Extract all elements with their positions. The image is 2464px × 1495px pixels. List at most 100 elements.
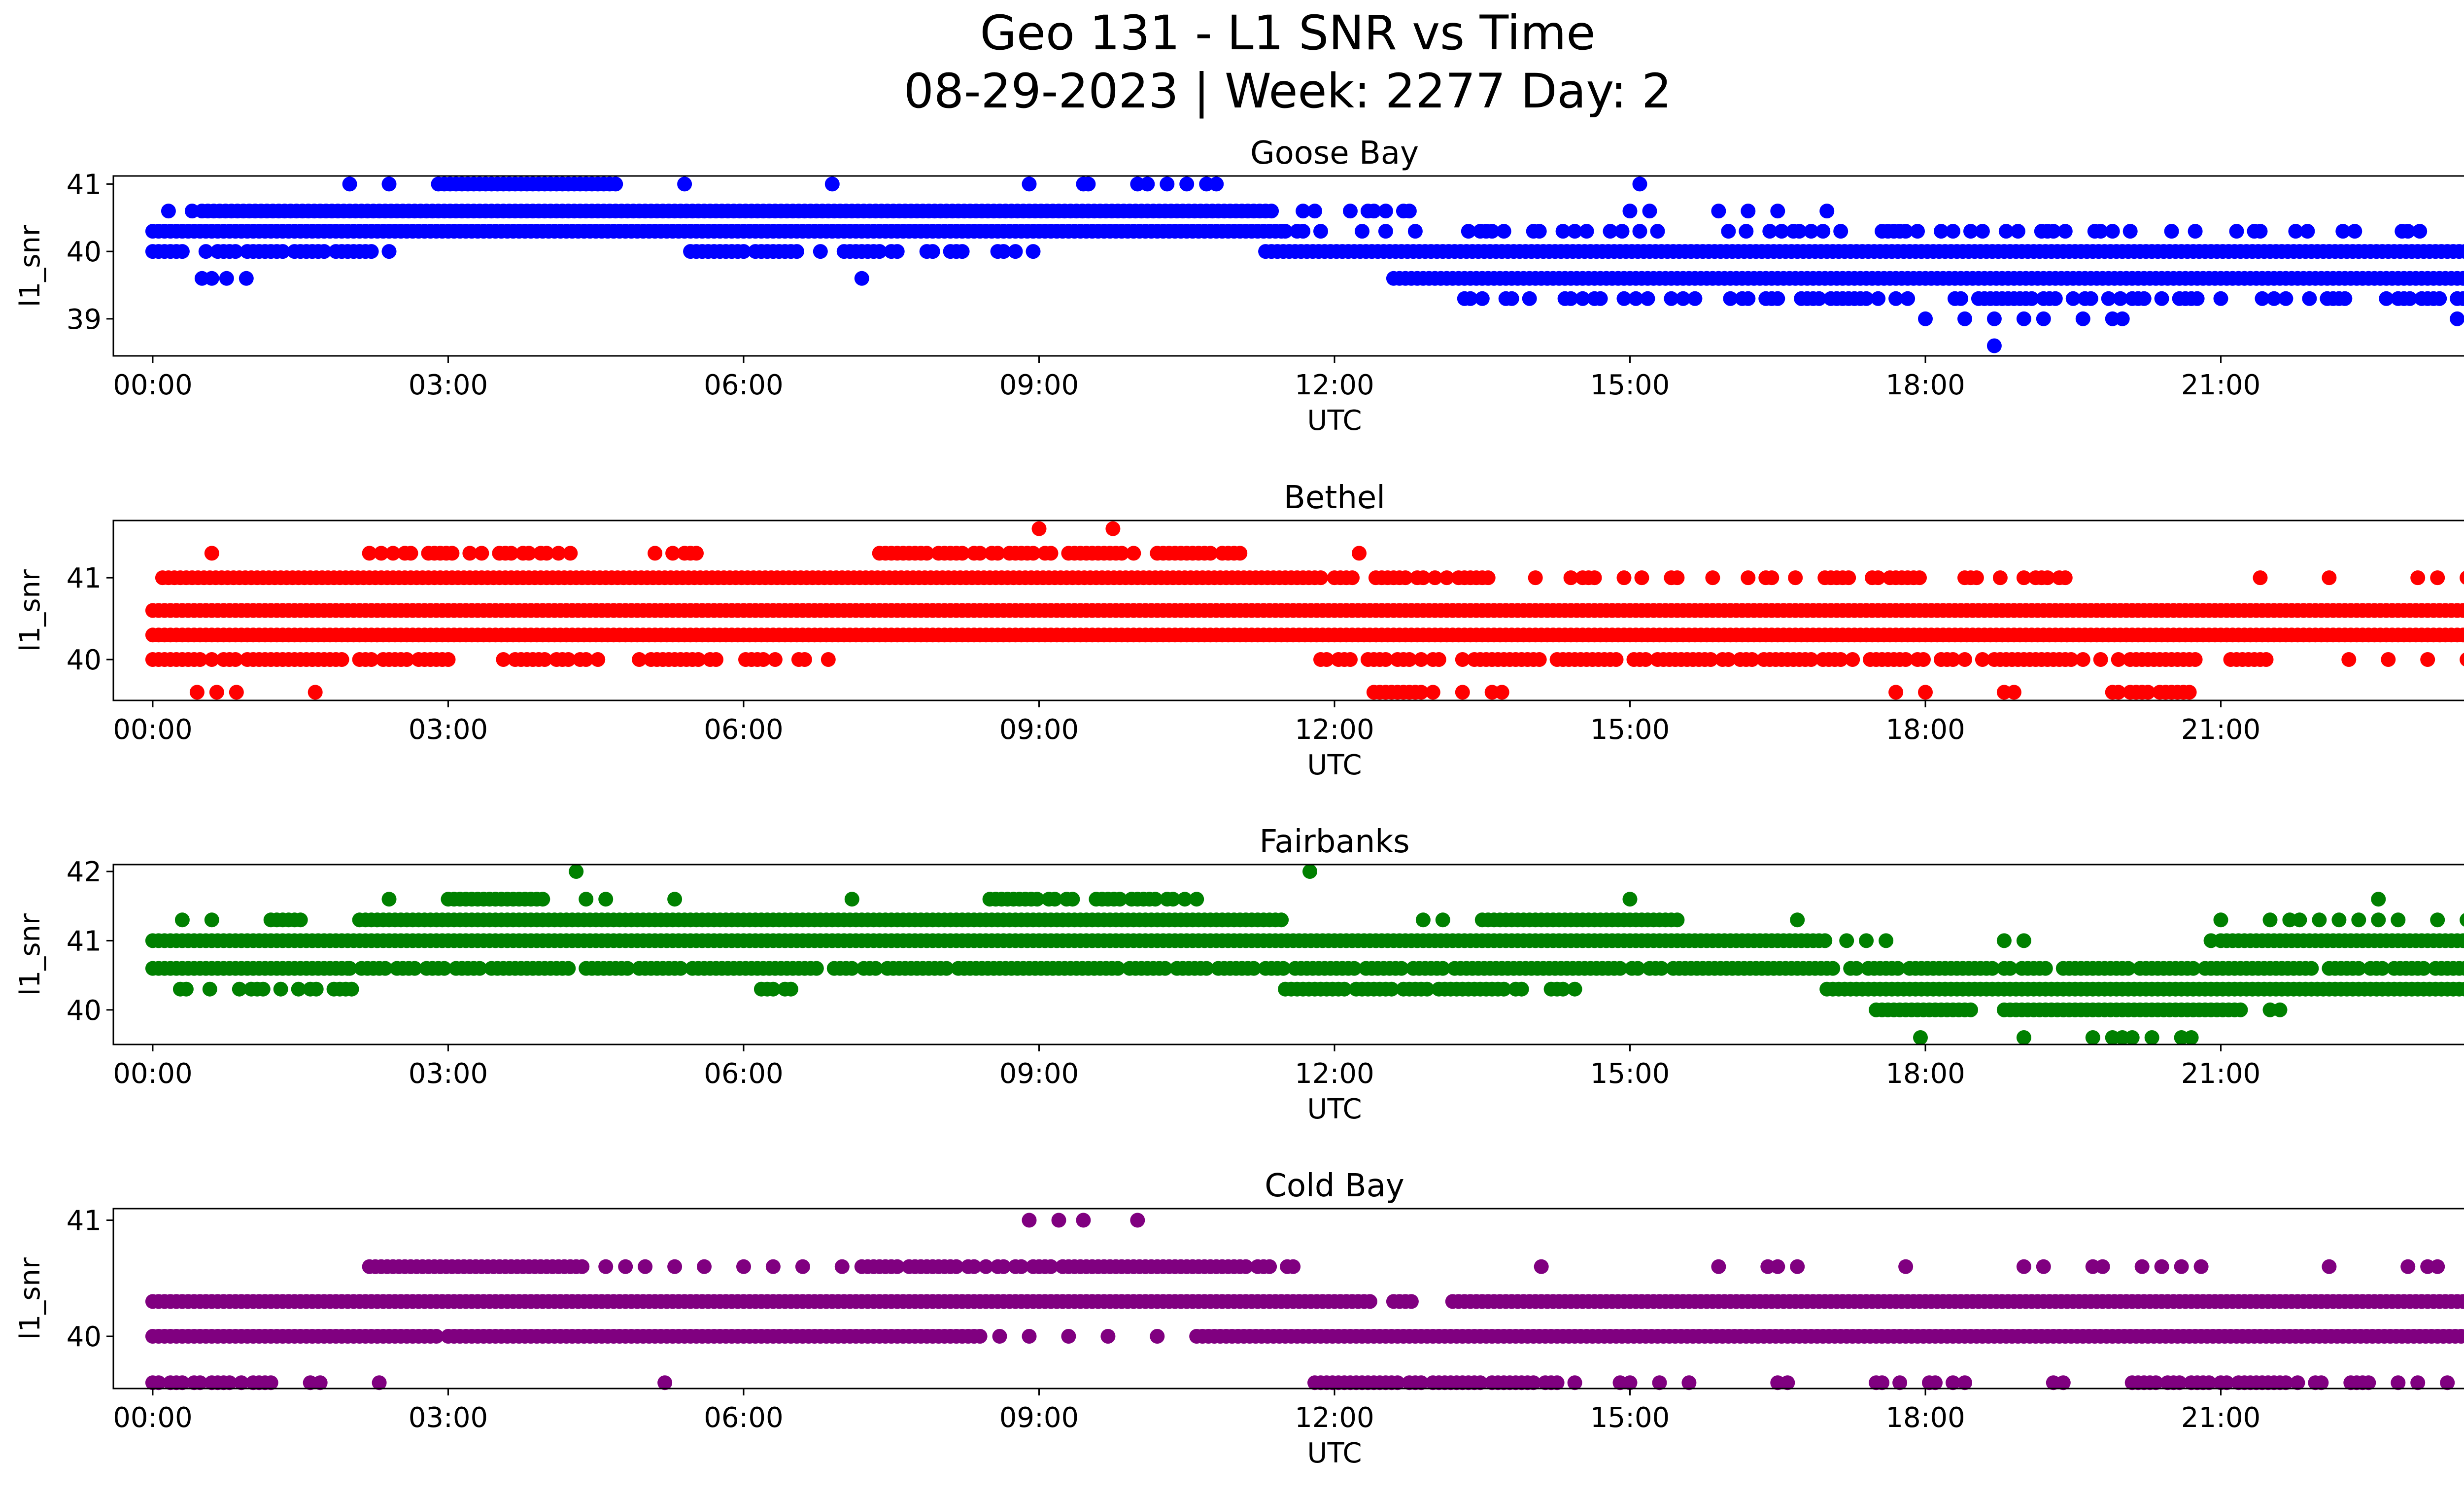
x-tick-label: 12:00 [1295, 369, 1374, 401]
data-point [2300, 224, 2315, 239]
data-point [1528, 570, 1543, 586]
data-point [2016, 1259, 2031, 1274]
data-point [1148, 892, 1163, 907]
data-point [342, 961, 357, 976]
data-point [2456, 271, 2464, 286]
data-point [2136, 291, 2152, 306]
data-point [1946, 652, 1960, 667]
data-point [1463, 291, 1478, 306]
data-point [2188, 652, 2203, 667]
data-point [2272, 1002, 2288, 1017]
data-point [1472, 1375, 1488, 1391]
data-point [441, 652, 456, 667]
data-point [2450, 311, 2464, 326]
data-point [399, 652, 414, 667]
data-point [1833, 652, 1848, 667]
data-point [1859, 933, 1874, 948]
data-point [1788, 570, 1803, 586]
data-point [2184, 1030, 2199, 1045]
data-point [1532, 224, 1547, 239]
data-point [1203, 546, 1218, 561]
data-point [1081, 176, 1096, 192]
data-point [1652, 1375, 1667, 1391]
data-point [919, 546, 934, 561]
data-point [381, 176, 397, 192]
data-point [972, 546, 988, 561]
data-point [1549, 1375, 1565, 1391]
data-point [1579, 224, 1594, 239]
data-point [1165, 892, 1181, 907]
data-point [1676, 291, 1691, 306]
y-axis-label: l1_snr [14, 913, 46, 996]
x-tick-label: 21:00 [2181, 714, 2260, 746]
data-point [1859, 291, 1874, 306]
data-point [1634, 570, 1649, 586]
data-point [1764, 570, 1780, 586]
data-point [2010, 224, 2025, 239]
data-point [1378, 224, 1393, 239]
data-point [620, 961, 635, 976]
data-point [2292, 912, 2307, 928]
data-point [209, 685, 224, 700]
data-point [1526, 1375, 1541, 1391]
data-point [2335, 224, 2351, 239]
data-point [1398, 570, 1413, 586]
data-point [1276, 961, 1291, 976]
data-point [1343, 204, 1358, 219]
data-point [291, 981, 306, 997]
data-point [2093, 652, 2108, 667]
data-point [561, 652, 576, 667]
data-point [1435, 961, 1450, 976]
data-point [579, 892, 594, 907]
data-point [1110, 961, 1126, 976]
data-point [648, 546, 663, 561]
data-point [2182, 685, 2197, 700]
data-point [1105, 521, 1121, 536]
data-point [2057, 570, 2073, 586]
data-point [1394, 961, 1409, 976]
data-point [1415, 570, 1431, 586]
data-point [1474, 291, 1490, 306]
data-point [1130, 1213, 1145, 1228]
data-point [2430, 1259, 2445, 1274]
data-point [1286, 1259, 1301, 1274]
data-point [219, 271, 234, 286]
data-point [2391, 912, 2406, 928]
data-point [1841, 570, 1856, 586]
data-point [1319, 652, 1334, 667]
data-point [1996, 933, 2012, 948]
data-point [2213, 291, 2228, 306]
data-point [496, 652, 511, 667]
data-point [1871, 291, 1886, 306]
data-point [1975, 224, 1990, 239]
data-point [1296, 204, 1311, 219]
data-point [736, 244, 751, 259]
data-point [2266, 291, 2282, 306]
data-point [673, 961, 688, 976]
data-point [2085, 1030, 2100, 1045]
data-point [1670, 570, 1685, 586]
data-point [1355, 224, 1369, 239]
data-point [2416, 961, 2431, 976]
data-point [1632, 176, 1647, 192]
x-tick-label: 09:00 [999, 369, 1079, 401]
data-point [2402, 291, 2418, 306]
data-point [854, 271, 869, 286]
x-tick-label: 00:00 [113, 1058, 192, 1090]
data-point [2440, 1375, 2455, 1391]
data-point [1514, 981, 1529, 997]
data-point [1654, 961, 1669, 976]
data-point [1047, 892, 1062, 907]
data-point [1413, 652, 1429, 667]
data-point [462, 546, 478, 561]
x-tick-label: 03:00 [409, 1058, 488, 1090]
data-point [2458, 244, 2464, 259]
data-point [1051, 1213, 1066, 1228]
data-point [890, 244, 905, 259]
data-point [1378, 204, 1393, 219]
data-point [1616, 291, 1632, 306]
data-point [232, 981, 247, 997]
